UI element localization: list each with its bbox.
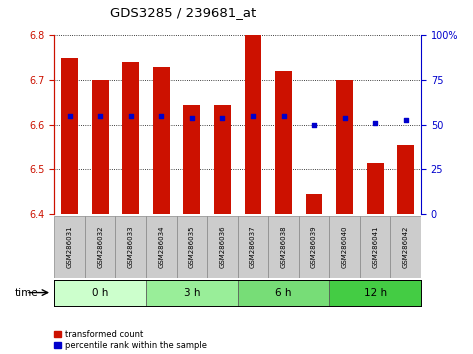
Point: [127, 113, 134, 119]
Bar: [329, 216, 360, 278]
Bar: [237, 216, 268, 278]
Point: [341, 115, 349, 121]
Text: GSM286036: GSM286036: [219, 225, 226, 268]
Text: 0 h: 0 h: [92, 287, 108, 298]
Text: 12 h: 12 h: [364, 287, 387, 298]
Bar: [245, 35, 262, 214]
Point: [219, 115, 226, 121]
Legend: transformed count, percentile rank within the sample: transformed count, percentile rank withi…: [54, 330, 207, 350]
Point: [310, 122, 318, 128]
Point: [66, 113, 73, 119]
Bar: [54, 216, 85, 278]
Text: GSM286040: GSM286040: [342, 225, 348, 268]
Text: GSM286033: GSM286033: [128, 225, 134, 268]
Bar: [123, 62, 139, 214]
Text: GSM286038: GSM286038: [280, 225, 287, 268]
Bar: [146, 280, 237, 306]
Bar: [397, 145, 414, 214]
Text: GSM286031: GSM286031: [67, 225, 73, 268]
Point: [188, 115, 196, 121]
Bar: [268, 216, 299, 278]
Bar: [367, 163, 384, 214]
Point: [158, 113, 165, 119]
Point: [280, 113, 287, 119]
Bar: [306, 194, 323, 214]
Text: GSM286034: GSM286034: [158, 225, 164, 268]
Bar: [146, 216, 176, 278]
Text: GSM286035: GSM286035: [189, 225, 195, 268]
Bar: [85, 216, 115, 278]
Text: GSM286042: GSM286042: [403, 226, 409, 268]
Text: GSM286037: GSM286037: [250, 225, 256, 268]
Bar: [176, 216, 207, 278]
Bar: [299, 216, 329, 278]
Point: [371, 120, 379, 125]
Text: 6 h: 6 h: [275, 287, 292, 298]
Bar: [184, 105, 200, 214]
Text: GSM286041: GSM286041: [372, 225, 378, 268]
Bar: [54, 280, 146, 306]
Text: GSM286039: GSM286039: [311, 225, 317, 268]
Bar: [153, 67, 170, 214]
Bar: [360, 216, 390, 278]
Bar: [214, 105, 231, 214]
Text: time: time: [14, 287, 38, 298]
Text: GSM286032: GSM286032: [97, 225, 103, 268]
Bar: [275, 71, 292, 214]
Text: 3 h: 3 h: [184, 287, 200, 298]
Bar: [207, 216, 237, 278]
Bar: [390, 216, 421, 278]
Bar: [336, 80, 353, 214]
Bar: [237, 280, 329, 306]
Bar: [329, 280, 421, 306]
Bar: [92, 80, 109, 214]
Point: [402, 118, 410, 123]
Point: [96, 113, 104, 119]
Bar: [115, 216, 146, 278]
Point: [249, 113, 257, 119]
Bar: [61, 58, 78, 214]
Text: GDS3285 / 239681_at: GDS3285 / 239681_at: [110, 6, 256, 19]
